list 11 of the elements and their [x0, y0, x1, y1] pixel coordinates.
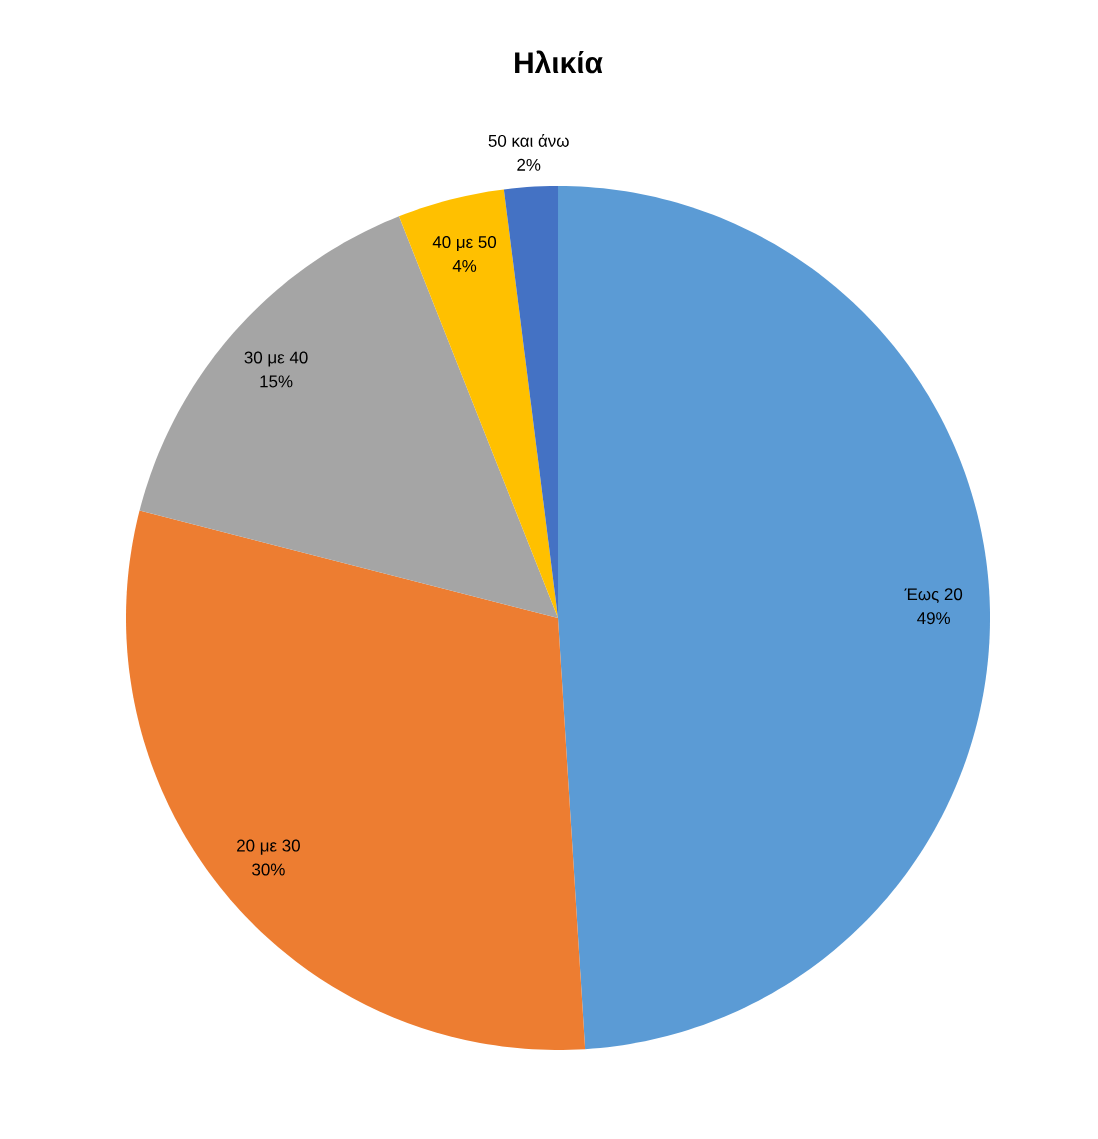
slice-label: 50 και άνω	[488, 133, 569, 147]
slice-label: 40 με 50	[432, 236, 497, 252]
data-label: 15%	[260, 375, 293, 388]
data-label: 30%	[252, 863, 285, 876]
slice-label: 20 με 30	[237, 839, 300, 855]
data-label: 4%	[452, 260, 477, 272]
chart-title: Ηλικία	[515, 50, 603, 74]
slice-label: Έως 20	[904, 588, 963, 603]
data-label: 49%	[917, 612, 950, 625]
slice-label: 30 με 40	[244, 351, 308, 367]
data-label: 2%	[517, 158, 541, 171]
